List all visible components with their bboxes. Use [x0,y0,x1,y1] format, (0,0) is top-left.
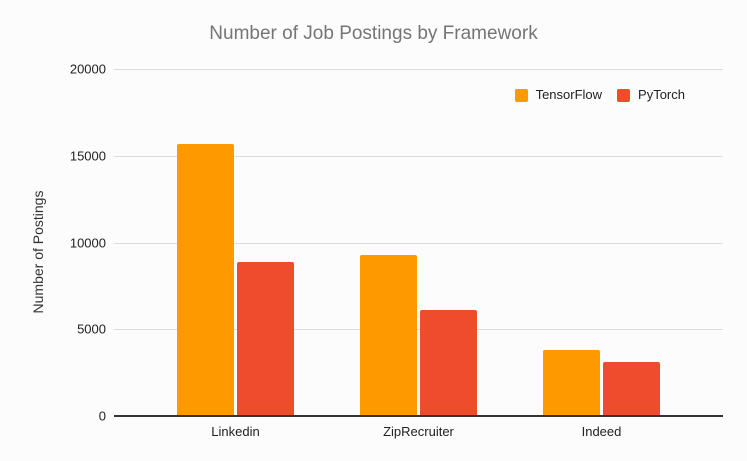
y-tick-10000: 10000 [69,235,106,250]
bar-group-linkedin [144,69,327,416]
bar-linkedin-tensorflow[interactable] [177,144,234,416]
tensorflow-swatch-icon [514,88,528,102]
bar-groups [114,69,723,416]
x-axis-line [114,415,723,417]
plot-area: 0 5000 10000 15000 20000 TensorFlow PyTorch [70,62,723,424]
legend-item-pytorch[interactable]: PyTorch [617,87,685,103]
bar-linkedin-pytorch[interactable] [237,262,294,416]
legend-label-pytorch: PyTorch [638,87,685,102]
y-tick-15000: 15000 [69,148,106,164]
bar-group-ziprecruiter [327,69,510,416]
legend: TensorFlow PyTorch [514,87,685,103]
gridline-5000 [114,329,723,331]
bar-ziprecruiter-tensorflow[interactable] [360,255,417,416]
x-label-linkedin: Linkedin [211,424,260,439]
gridline-10000 [114,242,723,244]
x-label-indeed: Indeed [581,424,622,439]
pytorch-swatch-icon [617,88,631,102]
legend-label-tensorflow: TensorFlow [535,87,603,102]
gridline-15000 [114,155,723,157]
bar-group-indeed [510,69,693,416]
bar-indeed-pytorch[interactable] [603,362,660,416]
x-axis-labels: Linkedin ZipRecruiter Indeed [114,424,723,439]
y-tick-20000: 20000 [69,61,106,77]
chart-title: Number of Job Postings by Framework [209,23,538,44]
x-label-ziprecruiter: ZipRecruiter [383,424,454,439]
y-tick-5000: 5000 [77,321,106,337]
bar-indeed-tensorflow[interactable] [543,350,600,416]
bar-ziprecruiter-pytorch[interactable] [420,310,477,416]
y-axis-title: Number of Postings [30,190,46,314]
y-tick-0: 0 [98,408,106,424]
gridline-20000 [114,69,723,70]
legend-item-tensorflow[interactable]: TensorFlow [514,87,603,103]
